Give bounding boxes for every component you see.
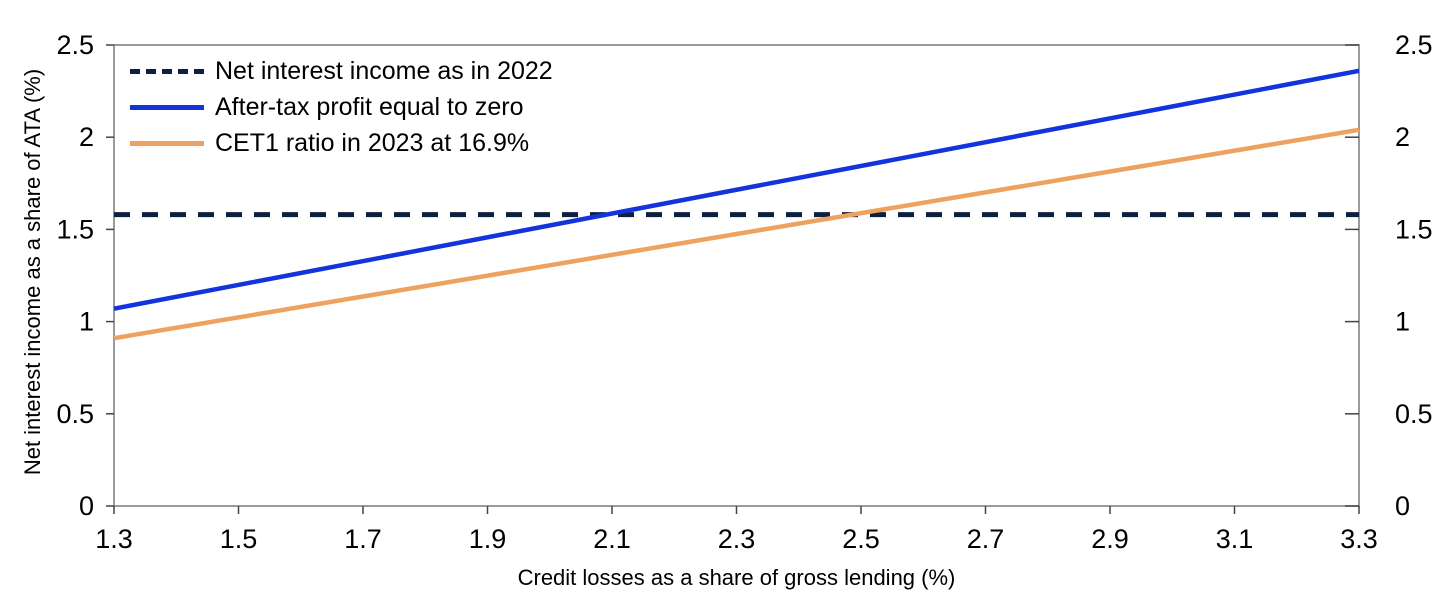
x-tick-label: 2.7 [967, 524, 1005, 554]
x-tick-label: 3.3 [1340, 524, 1378, 554]
x-axis-label: Credit losses as a share of gross lendin… [517, 565, 956, 590]
x-tick-label: 1.3 [95, 524, 133, 554]
x-tick-label: 1.9 [469, 524, 507, 554]
legend: Net interest income as in 2022 After-tax… [130, 57, 553, 158]
legend-item-net-interest-income: Net interest income as in 2022 [130, 57, 553, 86]
y-tick-label-right: 1.5 [1395, 214, 1433, 244]
series-line-2 [113, 127, 1360, 341]
y-tick-label-right: 0.5 [1395, 399, 1433, 429]
orange-line-sample-icon [130, 141, 204, 146]
y-tick-label-left: 1.5 [56, 214, 94, 244]
x-tick-label: 2.5 [842, 524, 880, 554]
y-tick-label-left: 2 [79, 122, 94, 152]
y-tick-label-right: 2.5 [1395, 30, 1433, 60]
x-tick-label: 2.1 [593, 524, 631, 554]
x-tick-label: 2.9 [1091, 524, 1129, 554]
y-tick-label-left: 0.5 [56, 399, 94, 429]
x-tick-label: 3.1 [1216, 524, 1254, 554]
y-tick-label-left: 1 [79, 307, 94, 337]
legend-label: Net interest income as in 2022 [215, 57, 553, 85]
series-line-1 [113, 68, 1360, 311]
legend-label: After-tax profit equal to zero [215, 93, 524, 121]
x-tick-label: 1.5 [220, 524, 258, 554]
x-tick-label: 2.3 [718, 524, 756, 554]
y-tick-label-left: 2.5 [56, 30, 94, 60]
y-axis-label: Net interest income as a share of ATA (%… [20, 68, 45, 476]
y-tick-label-left: 0 [79, 491, 94, 521]
legend-item-after-tax-profit: After-tax profit equal to zero [130, 93, 553, 122]
x-tick-label: 1.7 [344, 524, 382, 554]
y-tick-label-right: 0 [1395, 491, 1410, 521]
legend-item-cet1-ratio: CET1 ratio in 2023 at 16.9% [130, 129, 553, 158]
y-tick-label-right: 1 [1395, 307, 1410, 337]
legend-label: CET1 ratio in 2023 at 16.9% [215, 129, 530, 157]
blue-line-sample-icon [130, 105, 204, 110]
dashed-line-sample-icon [130, 69, 204, 74]
y-tick-label-right: 2 [1395, 122, 1410, 152]
